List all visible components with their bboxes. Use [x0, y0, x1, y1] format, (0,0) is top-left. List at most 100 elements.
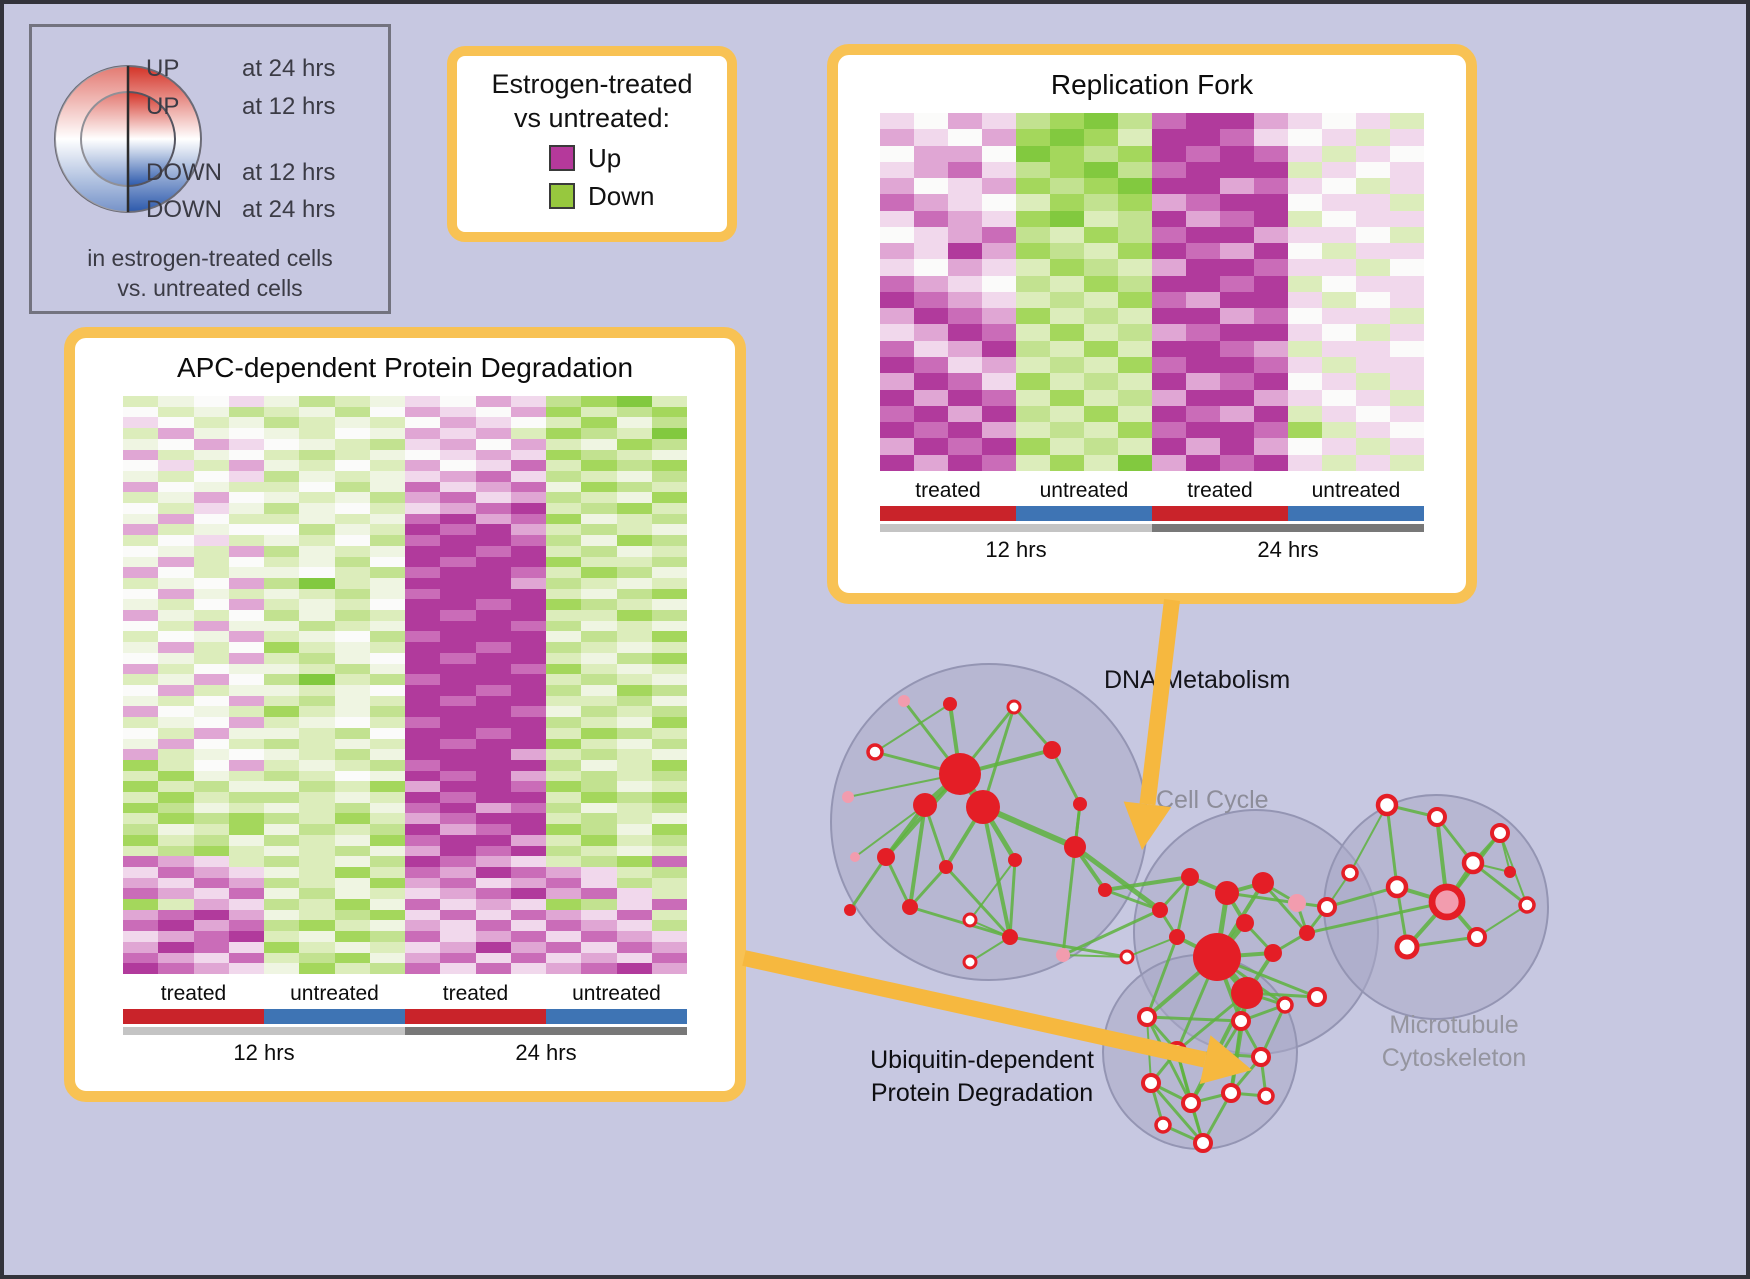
heatmap-cell [880, 275, 914, 292]
heatmap-cell [228, 909, 264, 921]
heatmap-cell [299, 481, 335, 493]
heatmap-cell [158, 866, 194, 878]
network-edge [1245, 951, 1275, 995]
heatmap-cell [158, 492, 194, 504]
left-half-overlay [55, 66, 128, 212]
heatmap-cell [440, 899, 476, 910]
heatmap-cell [546, 781, 582, 793]
network-edge [1226, 891, 1298, 905]
heatmap-cell [1050, 259, 1084, 276]
untreated-bar [546, 1009, 687, 1024]
heatmap-row [880, 454, 1424, 471]
heatmap-cell [1186, 438, 1220, 455]
heatmap-cell [264, 652, 300, 664]
heatmap-cell [158, 674, 194, 685]
heatmap-cell [1322, 438, 1356, 455]
heatmap-cell [651, 727, 687, 739]
heatmap-cell [158, 460, 194, 471]
heatmap-cell [982, 438, 1016, 455]
heatmap-cell [1050, 324, 1084, 341]
heatmap-cell [158, 652, 194, 664]
heatmap-cell [510, 952, 546, 964]
heatmap-cell [158, 909, 194, 921]
heatmap-cell [1322, 275, 1356, 292]
heatmap-cell [158, 417, 194, 429]
heatmap-cell [475, 438, 511, 450]
network-node [1467, 927, 1487, 947]
heatmap-cell [1186, 226, 1220, 244]
heatmap-cell [405, 674, 441, 685]
heatmap-cell [264, 834, 300, 846]
heatmap-cell [123, 888, 159, 900]
network-edge [1215, 921, 1247, 959]
heatmap-cell [914, 194, 948, 211]
heatmap-row [880, 356, 1424, 374]
heatmap-cell [616, 802, 652, 814]
heatmap-cell [914, 210, 948, 227]
heatmap-cell [158, 684, 194, 696]
heatmap-cell [510, 695, 546, 707]
heatmap-cell [1322, 373, 1356, 390]
network-edge [1395, 886, 1409, 948]
heatmap-cell [158, 396, 194, 407]
heatmap-cell [475, 492, 511, 504]
heatmap-cell [1254, 226, 1288, 244]
network-edge [908, 804, 927, 908]
heatmap-cell [440, 663, 476, 675]
heatmap-cell [651, 470, 687, 482]
heatmap-cell [510, 813, 546, 825]
heatmap-cell [123, 963, 159, 974]
heatmap-row [123, 781, 687, 793]
heatmap-cell [299, 652, 335, 664]
network-edge [1471, 831, 1502, 865]
heatmap-cell [651, 588, 687, 600]
heatmap-cell [158, 770, 194, 782]
heatmap-cell [193, 792, 229, 803]
heatmap-cell [1118, 356, 1152, 374]
heatmap-cell [1254, 210, 1288, 227]
heatmap-cell [334, 449, 370, 461]
heatmap-cell [1390, 113, 1424, 130]
heatmap-cell [914, 308, 948, 325]
heatmap-cell [1220, 373, 1254, 390]
heatmap-cell [948, 275, 982, 292]
network-edge [1472, 861, 1528, 907]
heatmap-cell [264, 792, 300, 803]
heatmap-cell [123, 834, 159, 846]
heatmap-cell [581, 513, 617, 525]
heatmap-cell [475, 952, 511, 964]
heatmap-cell [546, 438, 582, 450]
network-edge [1175, 956, 1219, 1052]
heatmap-cell [581, 845, 617, 857]
heatmap-cell [1186, 259, 1220, 276]
heatmap-cell [581, 909, 617, 921]
network-node [1375, 793, 1399, 817]
heatmap-cell [299, 577, 335, 589]
heatmap-cell [581, 738, 617, 750]
heatmap-cell [1220, 145, 1254, 162]
heatmap-cell [616, 738, 652, 750]
heatmap-cell [1118, 145, 1152, 162]
heatmap-cell [581, 813, 617, 825]
heatmap-cell [369, 406, 405, 418]
heatmap-cell [475, 663, 511, 675]
heatmap-cell [299, 941, 335, 953]
untreated-bar [1016, 506, 1152, 521]
key-line-down-12: DOWN at 12 hrs [146, 159, 335, 187]
heatmap-cell [914, 259, 948, 276]
heatmap-cell [440, 588, 476, 600]
heatmap-cell [158, 877, 194, 889]
heatmap-cell [123, 599, 159, 611]
heatmap-cell [193, 770, 229, 782]
heatmap-cell [1254, 340, 1288, 357]
heatmap-cell [228, 931, 264, 942]
heatmap-cell [948, 340, 982, 357]
heatmap-cell [369, 941, 405, 953]
heatmap-cell [334, 963, 370, 974]
time-label-24: 24 hrs [515, 1040, 577, 1065]
heatmap-cell [1050, 356, 1084, 374]
heatmap-cell [193, 535, 229, 546]
network-node [1341, 864, 1359, 882]
heatmap-cell [616, 535, 652, 546]
heatmap-cell [948, 422, 982, 439]
